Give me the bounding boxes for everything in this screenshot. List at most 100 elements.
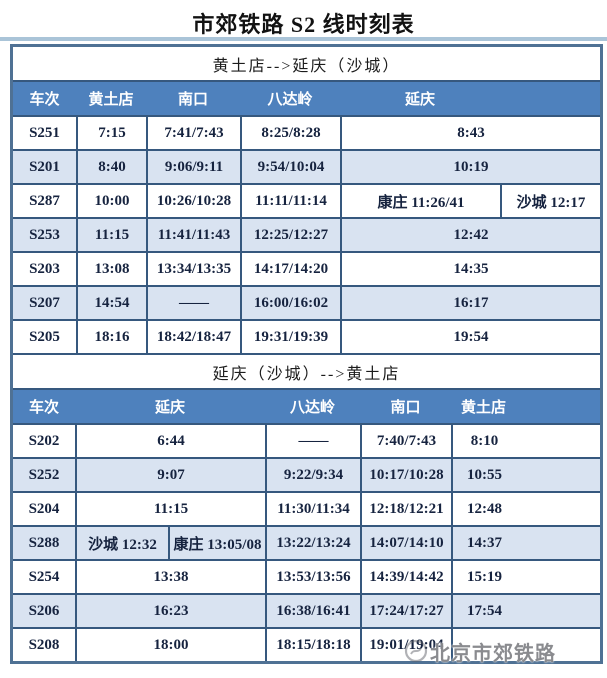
cell-badaling: 11:11/11:14 xyxy=(240,185,340,217)
cell-train-number: S206 xyxy=(28,602,60,619)
cell-train-number: S205 xyxy=(29,328,60,345)
cell-nankou: 14:07/14:10 xyxy=(360,527,451,559)
cell-yanqing: 9:07 xyxy=(75,459,265,491)
cell-huangtudian xyxy=(451,629,600,661)
col-header-nankou: 南口 xyxy=(390,399,421,416)
cell-badaling: 18:15/18:18 xyxy=(265,629,360,661)
table-row: S205 18:16 18:42/18:47 19:31/19:39 19:54 xyxy=(13,319,600,353)
table-row: S288 沙城 12:32 康庄 13:05/08 13:22/13:24 14… xyxy=(13,525,600,559)
cell-nankou: 17:24/17:27 xyxy=(360,595,451,627)
cell-train-number: S202 xyxy=(28,432,60,449)
cell-badaling: 16:00/16:02 xyxy=(240,287,340,319)
cell-train-number: S203 xyxy=(29,260,60,277)
cell-nankou: 11:41/11:43 xyxy=(146,219,240,251)
col-header-train: 车次 xyxy=(28,399,59,416)
cell-yanqing: 19:54 xyxy=(340,321,600,353)
cell-train-number: S253 xyxy=(29,226,60,243)
cell-train-number: S207 xyxy=(29,294,60,311)
cell-huangtudian: 13:08 xyxy=(76,253,146,285)
cell-nankou: 18:42/18:47 xyxy=(146,321,240,353)
table-row: S287 10:00 10:26/10:28 11:11/11:14 康庄 11… xyxy=(13,183,600,217)
cell-yanqing: 13:38 xyxy=(75,561,265,593)
cell-train-number: S251 xyxy=(29,124,60,141)
col-header-nankou: 南口 xyxy=(177,91,208,108)
table-row: S201 8:40 9:06/9:11 9:54/10:04 10:19 xyxy=(13,149,600,183)
cell-nankou: —— xyxy=(146,287,240,319)
cell-train-number: S208 xyxy=(28,636,60,653)
cell-huangtudian: 14:37 xyxy=(451,527,600,559)
table-row: S206 16:23 16:38/16:41 17:24/17:27 17:54 xyxy=(13,593,600,627)
section-direction-label: 延庆（沙城）-->黄土店 xyxy=(212,365,401,383)
cell-nankou: 14:39/14:42 xyxy=(360,561,451,593)
cell-badaling: 19:31/19:39 xyxy=(240,321,340,353)
table-row: S204 11:15 11:30/11:34 12:18/12:21 12:48 xyxy=(13,491,600,525)
cell-shacheng: 沙城 12:32 xyxy=(75,527,168,559)
page-title: 市郊铁路 S2 线时刻表 xyxy=(192,12,415,37)
cell-yanqing: 11:15 xyxy=(75,493,265,525)
cell-huangtudian: 14:54 xyxy=(76,287,146,319)
col-header-badaling: 八达岭 xyxy=(289,399,335,416)
cell-yanqing: 16:23 xyxy=(75,595,265,627)
s2-timetable: 黄土店-->延庆（沙城） 车次 黄土店 南口 八达岭 延庆 S251 7:15 … xyxy=(10,44,603,664)
cell-yanqing: 10:19 xyxy=(340,151,600,183)
col-header-huangtudian: 黄土店 xyxy=(460,399,506,416)
cell-huangtudian: 18:16 xyxy=(76,321,146,353)
cell-nankou: 7:40/7:43 xyxy=(360,425,451,457)
cell-huangtudian: 8:10 xyxy=(451,425,600,457)
col-header-badaling: 八达岭 xyxy=(267,91,313,108)
col-header-yanqing: 延庆 xyxy=(154,399,185,416)
cell-shacheng: 沙城 12:17 xyxy=(500,185,600,217)
column-header-row-outbound: 车次 黄土店 南口 八达岭 延庆 xyxy=(13,80,600,115)
cell-train-number: S204 xyxy=(28,500,60,517)
section-header-outbound: 黄土店-->延庆（沙城） xyxy=(13,47,600,80)
table-row: S253 11:15 11:41/11:43 12:25/12:27 12:42 xyxy=(13,217,600,251)
col-header-yanqing: 延庆 xyxy=(404,91,435,108)
cell-train-number: S254 xyxy=(28,568,60,585)
cell-nankou: 13:34/13:35 xyxy=(146,253,240,285)
cell-yanqing: 6:44 xyxy=(75,425,265,457)
cell-badaling: 8:25/8:28 xyxy=(240,117,340,149)
cell-nankou: 10:17/10:28 xyxy=(360,459,451,491)
cell-huangtudian: 10:00 xyxy=(76,185,146,217)
cell-train-number: S288 xyxy=(28,534,60,551)
cell-huangtudian: 12:48 xyxy=(451,493,600,525)
table-row: S207 14:54 —— 16:00/16:02 16:17 xyxy=(13,285,600,319)
table-row: S254 13:38 13:53/13:56 14:39/14:42 15:19 xyxy=(13,559,600,593)
cell-badaling: 9:22/9:34 xyxy=(265,459,360,491)
cell-huangtudian: 11:15 xyxy=(76,219,146,251)
cell-nankou: 7:41/7:43 xyxy=(146,117,240,149)
cell-yanqing: 14:35 xyxy=(340,253,600,285)
cell-nankou: 19:01/19:04 xyxy=(360,629,451,661)
cell-yanqing: 16:17 xyxy=(340,287,600,319)
cell-yanqing: 12:42 xyxy=(340,219,600,251)
cell-badaling: 13:22/13:24 xyxy=(265,527,360,559)
cell-yanqing: 18:00 xyxy=(75,629,265,661)
table-row: S202 6:44 —— 7:40/7:43 8:10 xyxy=(13,423,600,457)
cell-nankou: 12:18/12:21 xyxy=(360,493,451,525)
title-divider xyxy=(0,37,607,41)
cell-yanqing: 8:43 xyxy=(340,117,600,149)
col-header-huangtudian: 黄土店 xyxy=(88,91,134,108)
table-row: S203 13:08 13:34/13:35 14:17/14:20 14:35 xyxy=(13,251,600,285)
cell-train-number: S287 xyxy=(29,192,60,209)
section-header-inbound: 延庆（沙城）-->黄土店 xyxy=(13,353,600,388)
cell-nankou: 10:26/10:28 xyxy=(146,185,240,217)
cell-kangzhuang: 康庄 11:26/41 xyxy=(340,185,500,217)
col-header-spacer xyxy=(500,82,600,115)
col-header-train: 车次 xyxy=(29,91,60,108)
cell-badaling: —— xyxy=(265,425,360,457)
cell-huangtudian: 7:15 xyxy=(76,117,146,149)
section-direction-label: 黄土店-->延庆（沙城） xyxy=(212,57,401,75)
cell-badaling: 13:53/13:56 xyxy=(265,561,360,593)
cell-badaling: 14:17/14:20 xyxy=(240,253,340,285)
cell-badaling: 11:30/11:34 xyxy=(265,493,360,525)
cell-huangtudian: 10:55 xyxy=(451,459,600,491)
cell-huangtudian: 15:19 xyxy=(451,561,600,593)
cell-badaling: 12:25/12:27 xyxy=(240,219,340,251)
table-row: S252 9:07 9:22/9:34 10:17/10:28 10:55 xyxy=(13,457,600,491)
cell-huangtudian: 17:54 xyxy=(451,595,600,627)
cell-badaling: 16:38/16:41 xyxy=(265,595,360,627)
column-header-row-inbound: 车次 延庆 八达岭 南口 黄土店 xyxy=(13,388,600,423)
cell-nankou: 9:06/9:11 xyxy=(146,151,240,183)
